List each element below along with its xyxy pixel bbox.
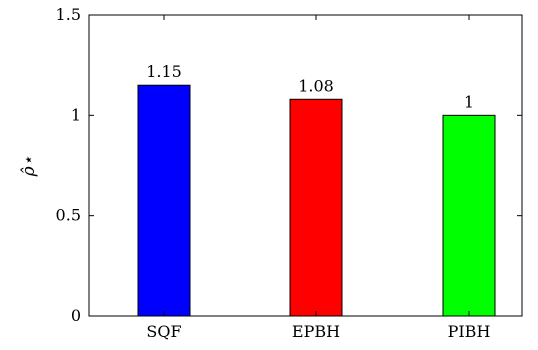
data-label: 1.08 (298, 76, 334, 95)
y-tick-label: 1 (71, 105, 81, 124)
bar-epbh (289, 98, 343, 317)
y-axis-label: ρ̂⋆ (19, 155, 39, 177)
y-tick-label: 0.5 (56, 206, 81, 225)
data-label: 1 (464, 92, 474, 111)
bar-sqf (137, 84, 191, 317)
bar-pibh (442, 114, 496, 317)
x-tick-label: PIBH (448, 322, 491, 341)
data-label: 1.15 (146, 62, 182, 81)
y-tick-label: 1.5 (56, 5, 81, 24)
plot-area: 0 0.5 1 1.5 SQF 1.15 EPBH 1.08 PIBH 1 (56, 5, 523, 341)
x-tick-label: EPBH (292, 322, 340, 341)
y-tick-label: 0 (71, 306, 81, 325)
x-tick-label: SQF (146, 322, 181, 341)
